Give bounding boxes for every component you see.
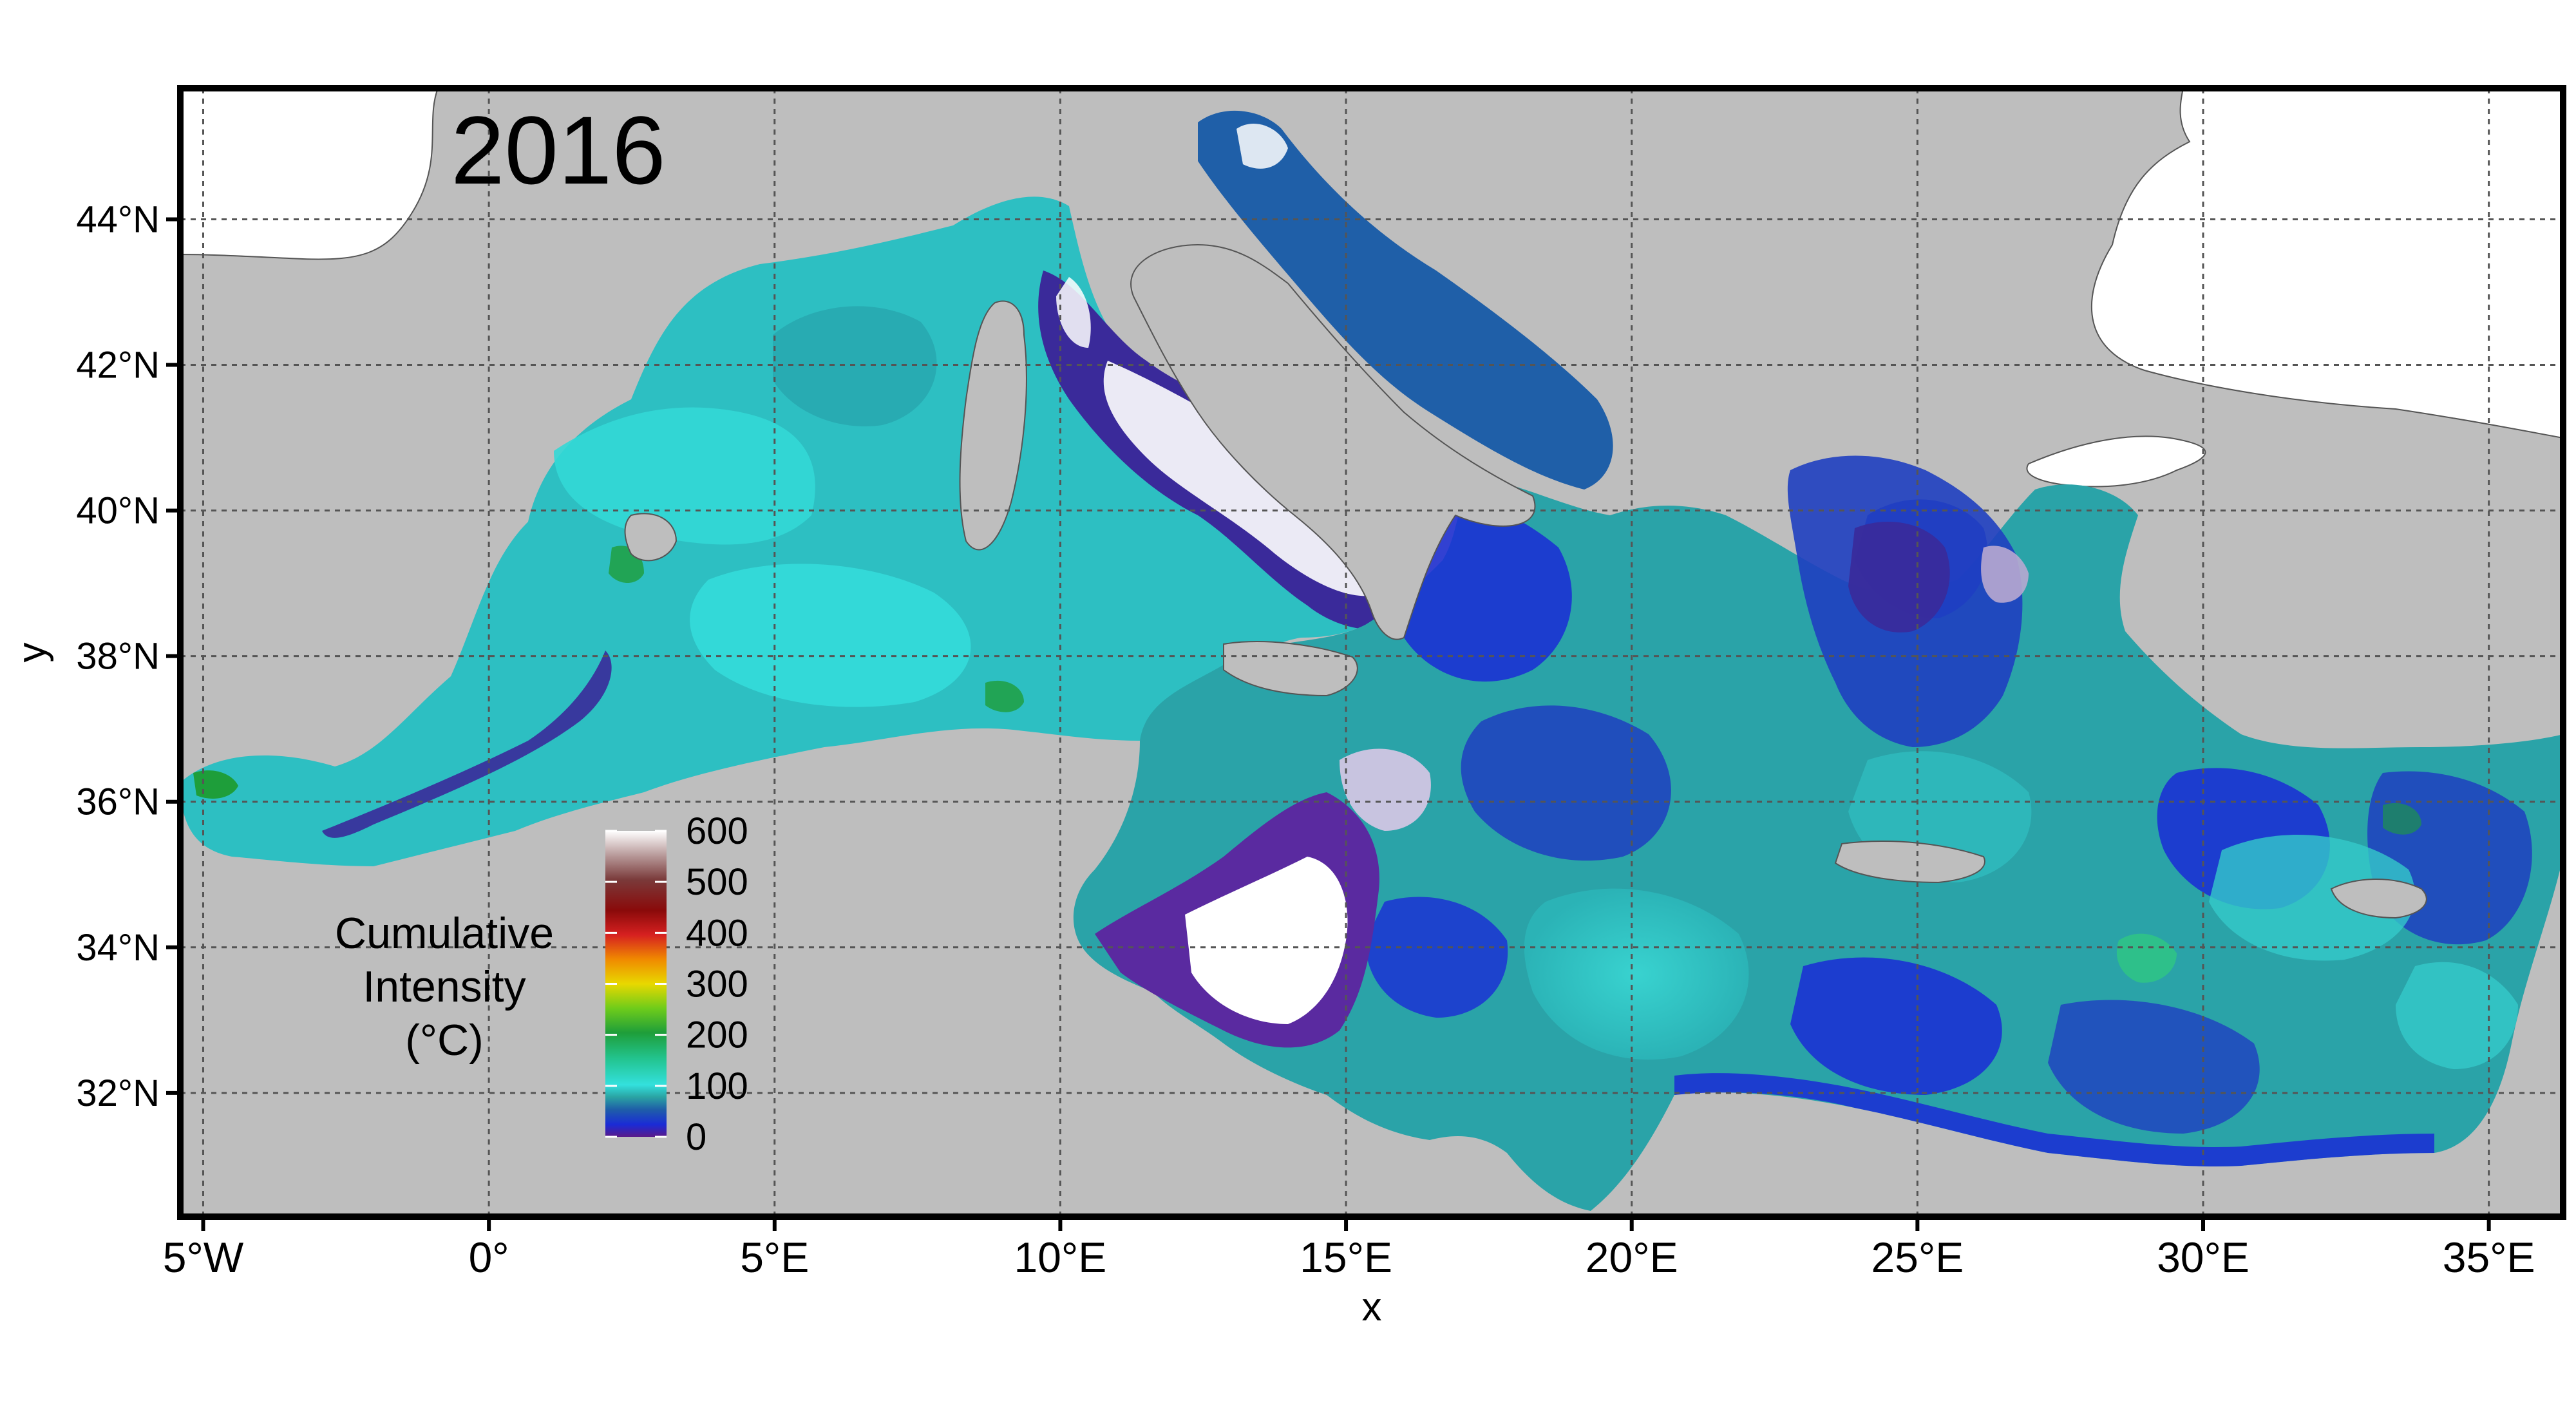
legend-title-line-2: Intensity: [363, 962, 526, 1011]
x-tick-label: 30°E: [2157, 1233, 2249, 1281]
plot-frame: [177, 85, 2566, 1220]
y-tick-label: 32°N: [76, 1072, 160, 1114]
year-label: 2016: [451, 96, 666, 204]
legend-title-line-1: Cumulative: [335, 909, 554, 958]
colorbar-tick-label: 100: [686, 1065, 748, 1107]
x-tick-label: 25°E: [1871, 1233, 1964, 1281]
x-tick-label: 15°E: [1300, 1233, 1392, 1281]
y-tick-label: 36°N: [76, 781, 160, 823]
x-tick-label: 10°E: [1014, 1233, 1107, 1281]
y-tick-label: 40°N: [76, 490, 160, 532]
colorbar-tick-label: 0: [686, 1116, 706, 1158]
y-axis: 32°N 34°N 36°N 38°N 40°N 42°N 44°N: [76, 198, 180, 1114]
italy-landmass: [1130, 243, 1536, 640]
x-tick-label: 0°: [469, 1233, 509, 1281]
y-tick-label: 38°N: [76, 636, 160, 678]
y-tick-label: 34°N: [76, 927, 160, 969]
x-tick-label: 35°E: [2443, 1233, 2535, 1281]
x-axis-title: x: [1362, 1285, 1382, 1329]
land-masses: [180, 88, 2563, 488]
islands: [624, 300, 2427, 919]
legend-title-line-3: (°C): [405, 1016, 484, 1065]
colorbar-tick-label: 300: [686, 964, 748, 1005]
colorbar-tick-label: 200: [686, 1014, 748, 1056]
x-tick-label: 5°E: [740, 1233, 809, 1281]
colorbar-ticks: 0 100 200 300 400 500 600: [605, 810, 748, 1158]
colorbar-tick-label: 500: [686, 861, 748, 903]
y-tick-label: 42°N: [76, 345, 160, 386]
x-tick-label: 5°W: [163, 1233, 244, 1281]
x-tick-label: 20°E: [1586, 1233, 1678, 1281]
grid-lines: [180, 88, 2563, 1217]
x-axis: 5°W 0° 5°E 10°E 15°E 20°E 25°E 30°E 35°E: [163, 1217, 2535, 1281]
colorbar-tick-label: 600: [686, 810, 748, 852]
colorbar-tick-label: 400: [686, 912, 748, 954]
colorbar-legend: Cumulative Intensity (°C) 0 100 200 300 400 5…: [335, 810, 748, 1158]
y-tick-label: 44°N: [76, 198, 160, 240]
y-axis-title: y: [10, 643, 54, 663]
